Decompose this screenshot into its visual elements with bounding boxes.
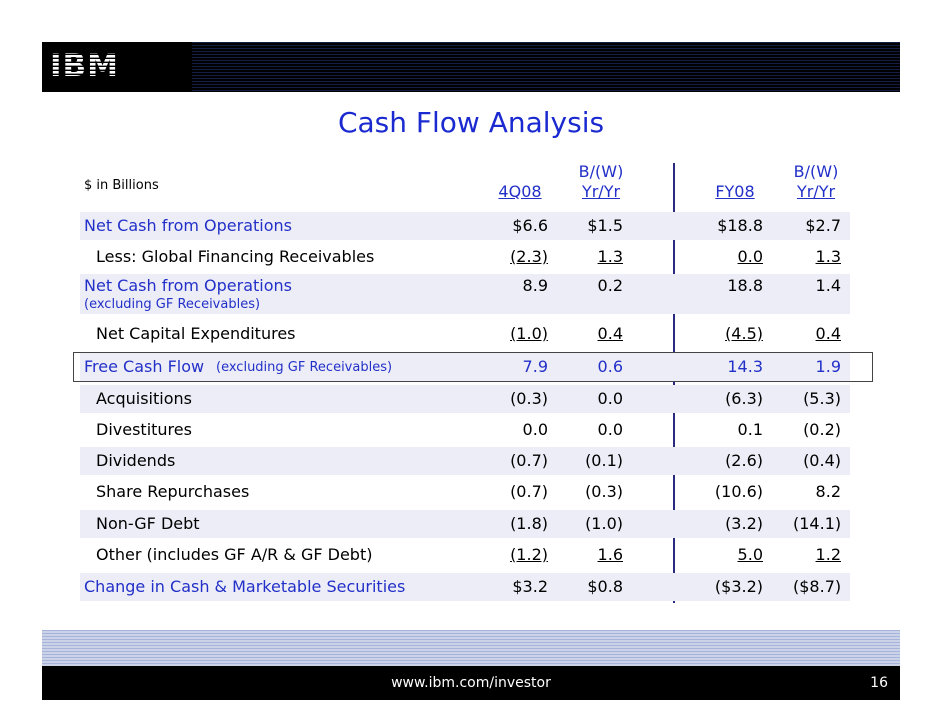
cell-4q08: 8.9: [522, 276, 548, 295]
table-row: Other (includes GF A/R & GF Debt) (1.2) …: [80, 541, 850, 569]
cell-fy-yryr: (0.2): [803, 420, 841, 439]
cell-fy08: (2.6): [725, 451, 763, 470]
cell-4q08: 0.0: [522, 420, 548, 439]
row-label: Net Capital Expenditures: [96, 324, 296, 343]
table-row: Acquisitions (0.3) 0.0 (6.3) (5.3): [80, 385, 850, 413]
cell-fy-yryr: 8.2: [815, 482, 841, 501]
row-label: Change in Cash & Marketable Securities: [84, 577, 406, 596]
table-row: Divestitures 0.0 0.0 0.1 (0.2): [80, 416, 850, 444]
table-row: Share Repurchases (0.7) (0.3) (10.6) 8.2: [80, 478, 850, 506]
cell-fy08: (4.5): [725, 324, 763, 343]
row-note: (excluding GF Receivables): [84, 297, 261, 312]
units-label: $ in Billions: [84, 178, 159, 193]
table-row: Change in Cash & Marketable Securities $…: [80, 573, 850, 601]
header-bw-top-1: B/(W): [578, 162, 624, 181]
cell-4q08: (1.2): [510, 545, 548, 564]
table-row: Net Capital Expenditures (1.0) 0.4 (4.5)…: [80, 320, 850, 348]
cell-fy-yryr: 1.9: [815, 357, 841, 376]
row-label: Dividends: [96, 451, 176, 470]
ibm-logo: IBM: [50, 48, 119, 81]
cell-4q08: (0.3): [510, 389, 548, 408]
table-row: Net Cash from Operations $6.6 $1.5 $18.8…: [80, 212, 850, 240]
row-label: Free Cash Flow: [84, 357, 205, 376]
cell-4q08: (2.3): [510, 247, 548, 266]
header-bw-top-2: B/(W): [793, 162, 839, 181]
cell-yryr: (1.0): [585, 514, 623, 533]
cell-yryr: 1.3: [597, 247, 623, 266]
header-yryr-1: Yr/Yr: [581, 182, 621, 201]
cell-yryr: $1.5: [587, 216, 623, 235]
cell-fy-yryr: (5.3): [803, 389, 841, 408]
row-label: Net Cash from Operations: [84, 216, 292, 235]
cell-4q08: (1.8): [510, 514, 548, 533]
cell-fy08: (3.2): [725, 514, 763, 533]
row-note: (excluding GF Receivables): [216, 360, 393, 375]
cell-fy-yryr: 1.2: [815, 545, 841, 564]
table-row: Non-GF Debt (1.8) (1.0) (3.2) (14.1): [80, 510, 850, 538]
header-yryr-2: Yr/Yr: [796, 182, 836, 201]
cell-yryr: 0.0: [597, 389, 623, 408]
cell-4q08: (1.0): [510, 324, 548, 343]
cell-fy08: 0.1: [737, 420, 763, 439]
footer-url: www.ibm.com/investor: [391, 675, 551, 691]
header-bar: IBM: [42, 42, 900, 92]
svg-text:IBM: IBM: [50, 48, 119, 81]
cell-fy-yryr: (0.4): [803, 451, 841, 470]
cell-yryr: (0.1): [585, 451, 623, 470]
footer-stripe-band: [42, 630, 900, 666]
cell-fy-yryr: 1.3: [815, 247, 841, 266]
cell-fy08: (6.3): [725, 389, 763, 408]
cell-4q08: 7.9: [522, 357, 548, 376]
cell-fy-yryr: (14.1): [793, 514, 842, 533]
cell-fy08: (10.6): [714, 482, 763, 501]
cell-fy08: 14.3: [727, 357, 763, 376]
cell-fy-yryr: 0.4: [815, 324, 841, 343]
column-divider: [673, 163, 675, 603]
cell-4q08: $3.2: [512, 577, 548, 596]
cell-yryr: $0.8: [587, 577, 623, 596]
page-title: Cash Flow Analysis: [337, 106, 605, 139]
header-4q08: 4Q08: [498, 182, 542, 201]
row-label: Non-GF Debt: [96, 514, 200, 533]
table-row: Free Cash Flow (excluding GF Receivables…: [80, 353, 850, 381]
cell-4q08: $6.6: [512, 216, 548, 235]
header-stripes: [192, 42, 900, 92]
cell-fy08: ($3.2): [714, 577, 763, 596]
page-number: 16: [870, 675, 888, 691]
cash-flow-table: $ in Billions 4Q08 B/(W) Yr/Yr FY08 B/(W…: [80, 160, 850, 601]
cell-4q08: (0.7): [510, 482, 548, 501]
row-label: Other (includes GF A/R & GF Debt): [96, 545, 373, 564]
table-row: Dividends (0.7) (0.1) (2.6) (0.4): [80, 447, 850, 475]
cell-yryr: 1.6: [597, 545, 623, 564]
header-fy08: FY08: [715, 182, 755, 201]
cell-fy08: 5.0: [737, 545, 763, 564]
cell-yryr: 0.0: [597, 420, 623, 439]
cell-yryr: 0.4: [597, 324, 623, 343]
free-cash-flow-highlight: [73, 352, 873, 382]
cell-yryr: 0.2: [597, 276, 623, 295]
table-row: Less: Global Financing Receivables (2.3)…: [80, 243, 850, 271]
cell-yryr: (0.3): [585, 482, 623, 501]
cell-fy08: 18.8: [727, 276, 763, 295]
table-row: Net Cash from Operations (excluding GF R…: [80, 274, 850, 314]
cell-fy-yryr: $2.7: [805, 216, 841, 235]
cell-fy08: $18.8: [717, 216, 763, 235]
row-label: Net Cash from Operations: [84, 276, 292, 295]
row-label: Less: Global Financing Receivables: [96, 247, 375, 266]
row-label: Share Repurchases: [96, 482, 250, 501]
cell-fy08: 0.0: [737, 247, 763, 266]
row-label: Divestitures: [96, 420, 192, 439]
cell-fy-yryr: ($8.7): [793, 577, 842, 596]
row-label: Acquisitions: [96, 389, 192, 408]
cell-4q08: (0.7): [510, 451, 548, 470]
footer-bar: www.ibm.com/investor 16: [42, 666, 900, 700]
cell-yryr: 0.6: [597, 357, 623, 376]
cell-fy-yryr: 1.4: [815, 276, 841, 295]
